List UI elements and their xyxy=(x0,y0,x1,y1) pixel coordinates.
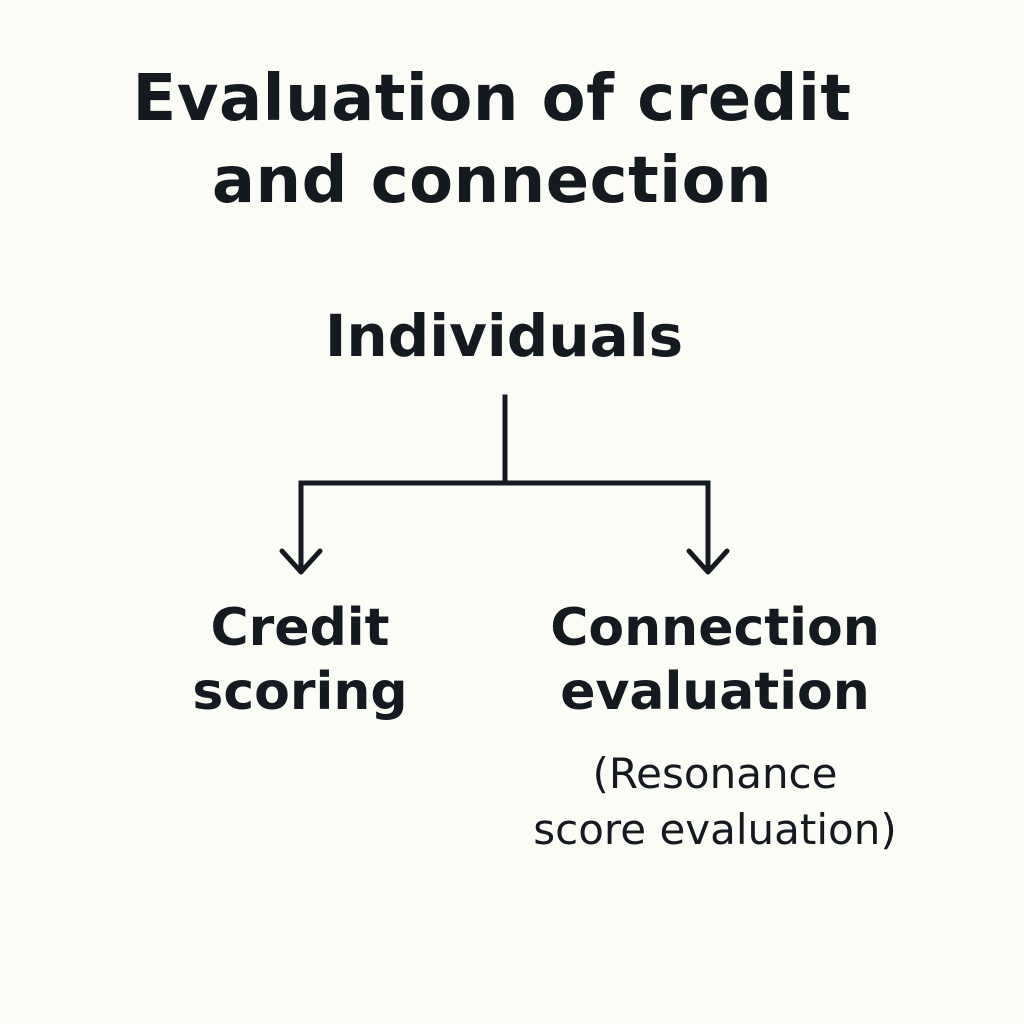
diagram-title-line-1: Evaluation of credit xyxy=(132,62,852,136)
node-credit-scoring: Credit scoring xyxy=(140,596,460,724)
node-connection-evaluation-line-2: evaluation xyxy=(560,662,870,722)
node-note-line-1: (Resonance xyxy=(592,749,838,798)
root-node-individuals: Individuals xyxy=(324,302,684,370)
node-connection-evaluation: Connection evaluation xyxy=(505,596,925,724)
diagram-title: Evaluation of credit and connection xyxy=(112,58,872,222)
diagram-title-line-2: and connection xyxy=(211,144,773,218)
right-arrowhead-icon xyxy=(686,548,730,575)
left-arrowhead-icon xyxy=(279,548,323,575)
node-connection-evaluation-line-1: Connection xyxy=(550,598,880,658)
node-credit-scoring-line-1: Credit xyxy=(210,598,390,658)
node-connection-evaluation-note: (Resonance score evaluation) xyxy=(490,746,940,858)
node-note-line-2: score evaluation) xyxy=(533,805,897,854)
node-credit-scoring-line-2: scoring xyxy=(192,662,408,722)
